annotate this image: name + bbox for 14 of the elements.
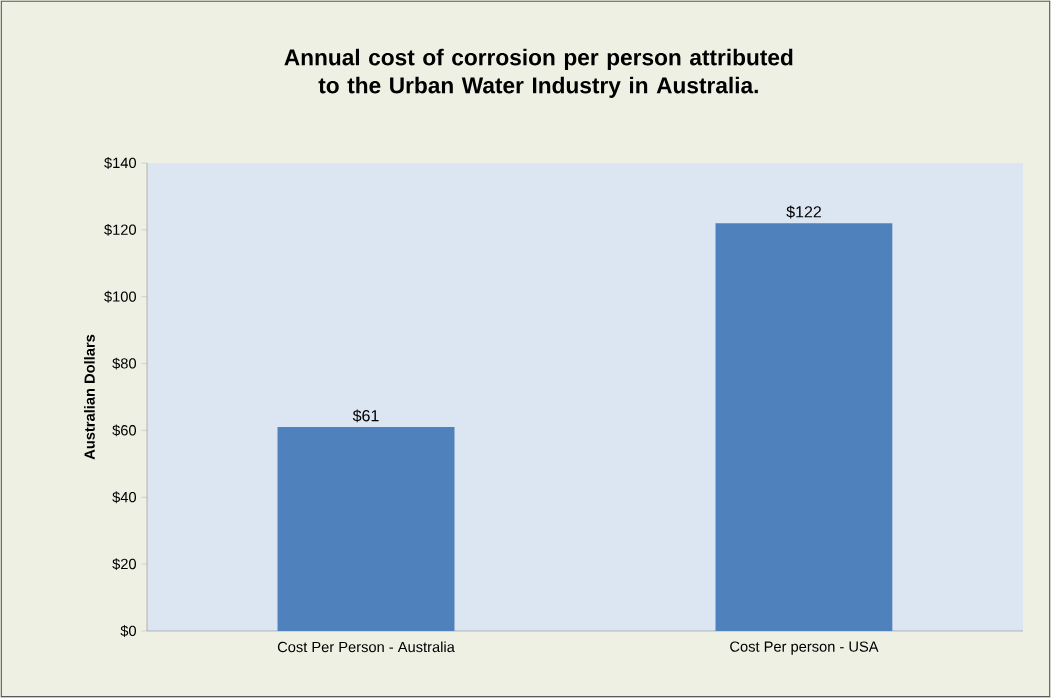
y-tick-label: $140 (104, 157, 137, 169)
y-tick-label: $60 (112, 424, 137, 437)
data-label: $122 (786, 205, 821, 219)
y-tick-label: $20 (112, 558, 137, 571)
x-tick-label: Cost Per person - USA (730, 641, 879, 655)
chart-title: Annual cost of corrosion per person attributed to the Urban Water Industry in Australia. (284, 48, 793, 98)
y-tick-label: $40 (112, 491, 137, 504)
y-tick-label: $0 (120, 625, 137, 637)
y-axis-title: Australian Dollars (84, 334, 95, 460)
data-label: $61 (352, 409, 379, 423)
y-tick-label: $100 (104, 290, 137, 303)
y-tick-label: $120 (104, 223, 137, 236)
x-tick-label: Cost Per Person - Australia (277, 641, 455, 653)
y-tick-label: $80 (112, 357, 137, 370)
